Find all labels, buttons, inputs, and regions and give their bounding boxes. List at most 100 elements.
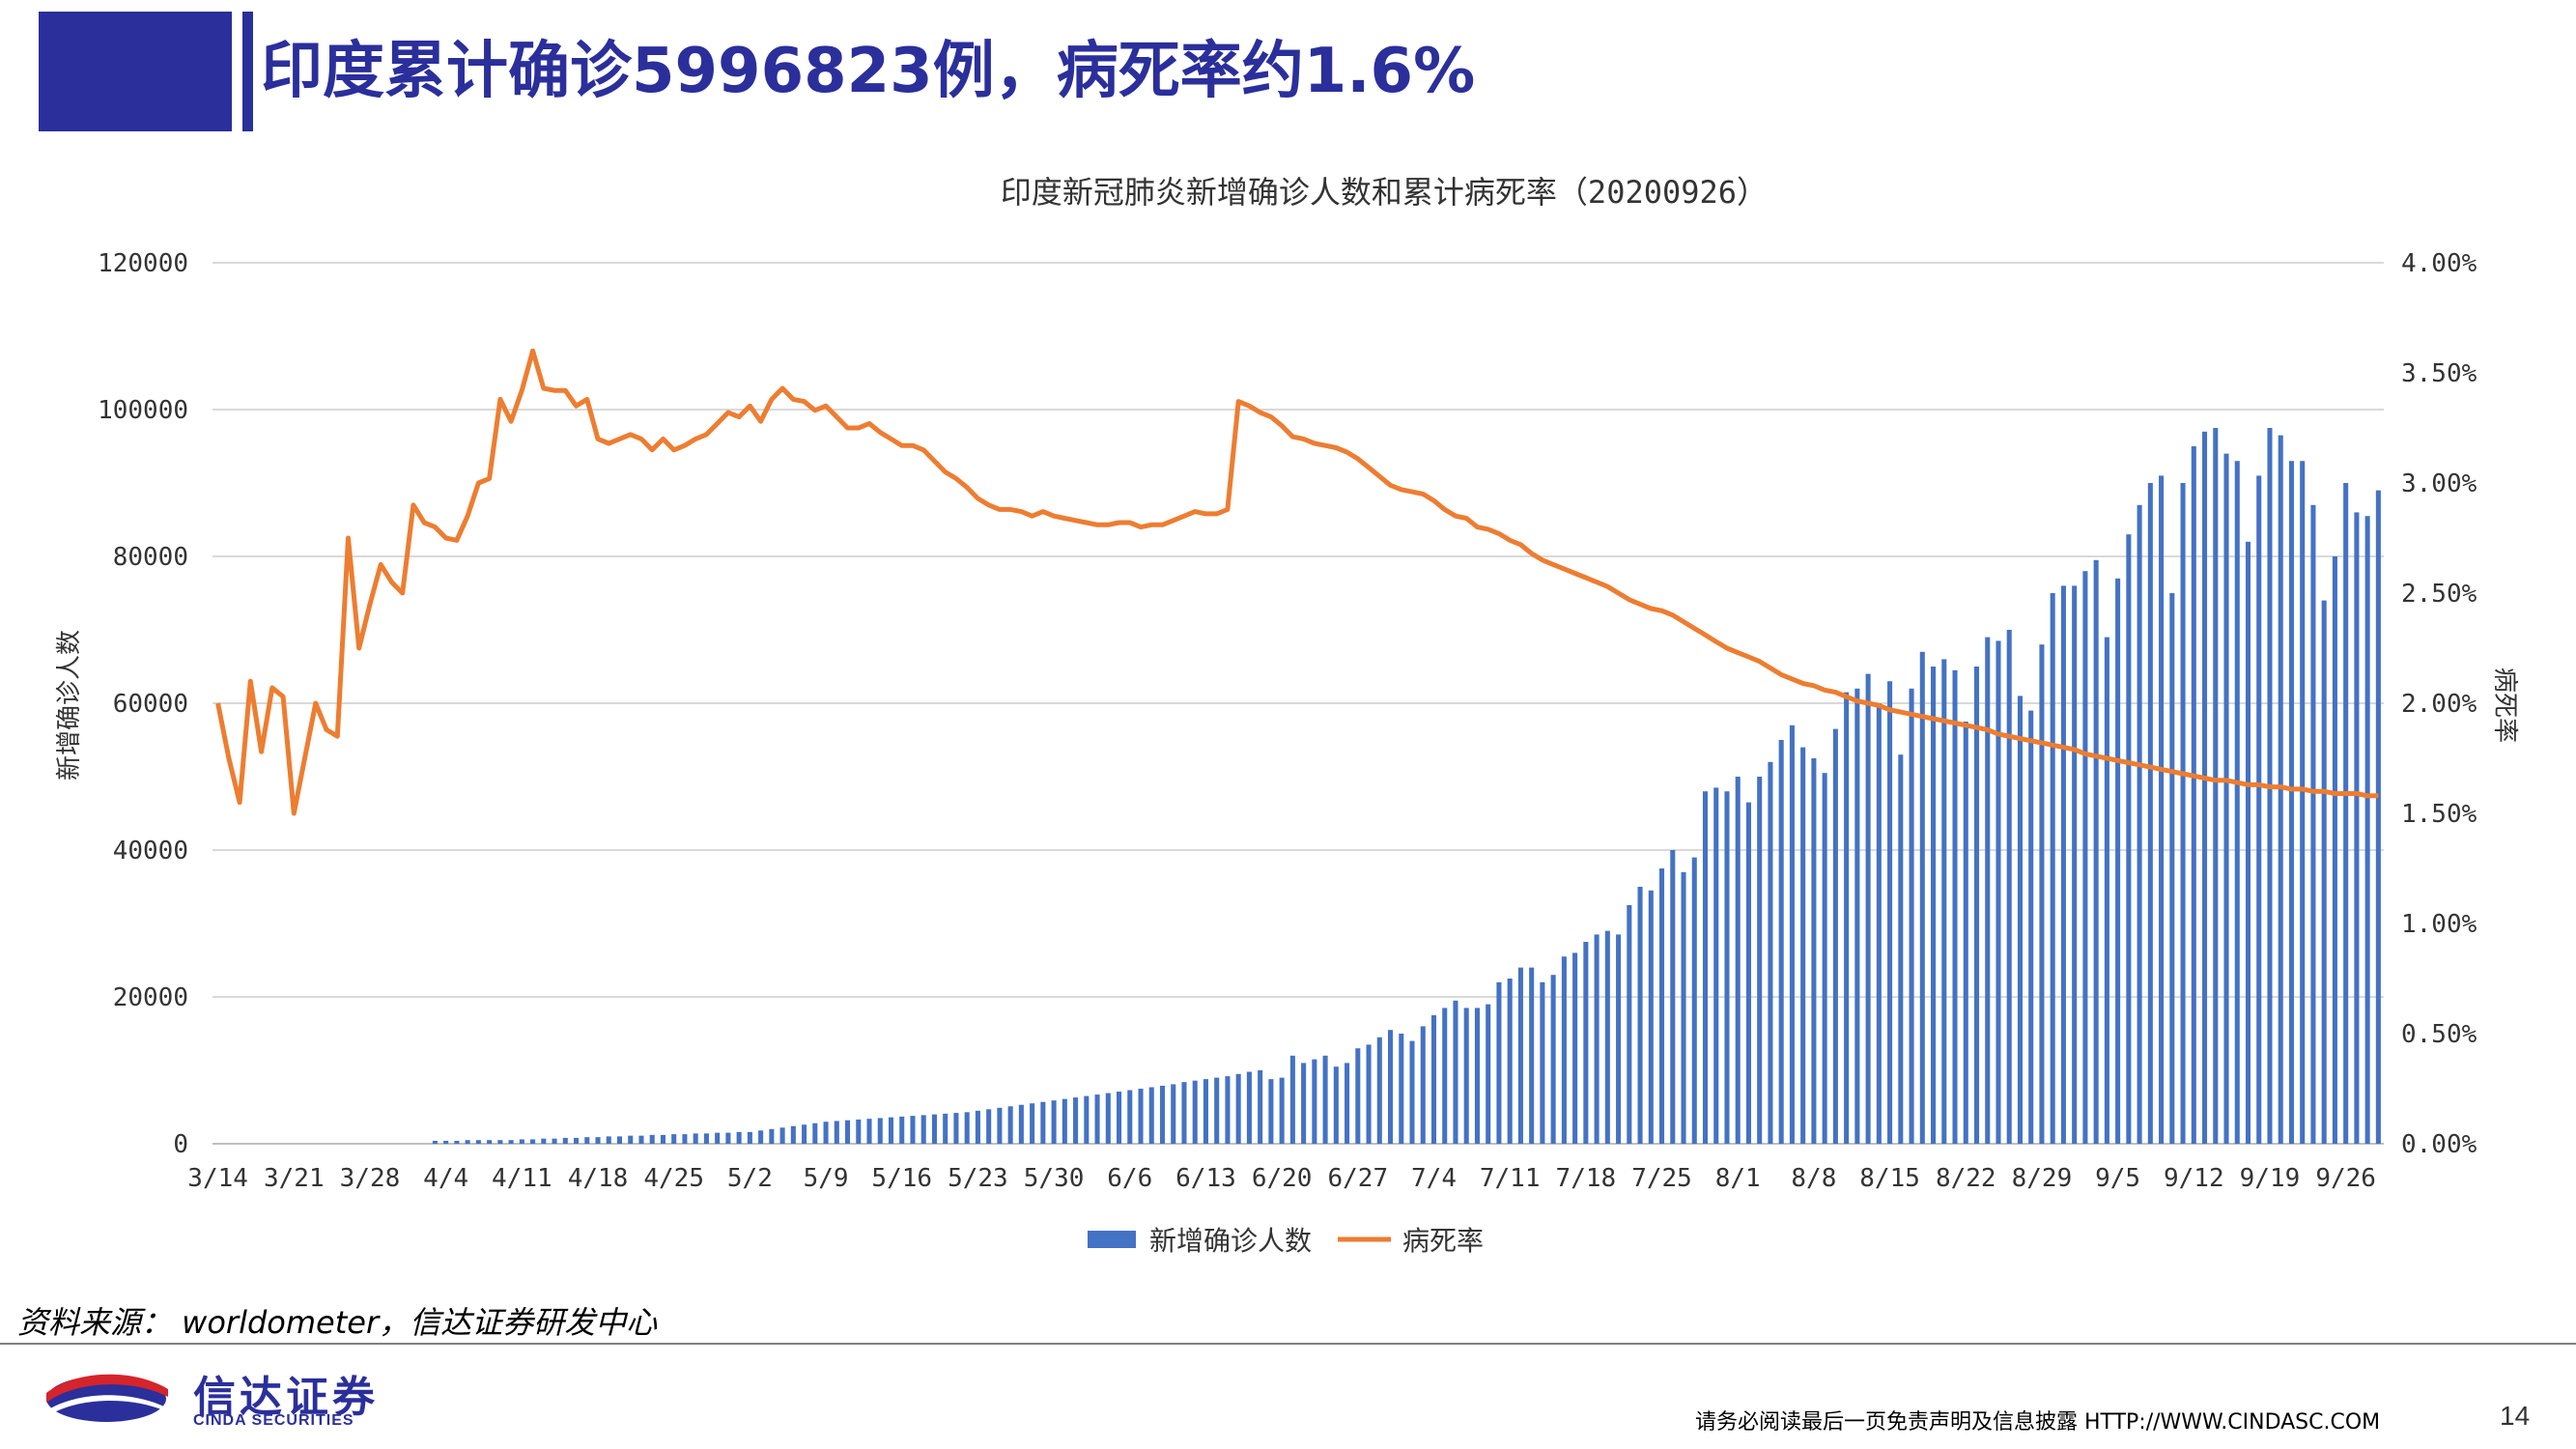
bar [715, 1132, 721, 1144]
y-tick-label: 20000 [113, 983, 188, 1012]
bar [899, 1116, 905, 1144]
bar [2364, 516, 2370, 1144]
bar [1789, 724, 1795, 1144]
death-rate-line [215, 348, 2379, 816]
bar [736, 1131, 742, 1144]
bar [606, 1136, 611, 1144]
bar [595, 1137, 601, 1144]
bar [1301, 1063, 1307, 1144]
bar [2169, 593, 2175, 1144]
bar [2245, 541, 2251, 1144]
legend-line-label: 病死率 [1402, 1225, 1484, 1257]
x-tick-label: 8/22 [1936, 1164, 1996, 1193]
bar [1192, 1080, 1198, 1144]
bar [2137, 504, 2142, 1144]
bar [616, 1136, 623, 1144]
bar [1561, 956, 1567, 1144]
bar [1724, 791, 1730, 1144]
bar [2191, 446, 2196, 1144]
left-axis-label: 新增确诊人数 [55, 630, 84, 781]
bar [986, 1109, 992, 1144]
x-tick-label: 4/4 [423, 1164, 468, 1193]
bar-series [432, 428, 2381, 1145]
bar [703, 1133, 709, 1144]
x-tick-label: 9/19 [2240, 1164, 2301, 1193]
x-axis-ticks: 3/14 3/21 3/28 4/4 4/11 4/18 4/25 5/2 5/9 5/16 5/2… [187, 1164, 2376, 1193]
bar [866, 1119, 872, 1144]
bar [856, 1119, 862, 1144]
bar [1800, 747, 1806, 1144]
bar [628, 1135, 634, 1144]
bar [1388, 1030, 1394, 1144]
bar [1898, 754, 1904, 1144]
bar [682, 1134, 688, 1144]
bar [1822, 773, 1827, 1144]
bar [2017, 696, 2023, 1144]
bar [2234, 461, 2240, 1144]
y2-tick-label: 3.50% [2401, 359, 2477, 388]
bar [2147, 483, 2153, 1144]
chart-title: 印度新冠肺炎新增确诊人数和累计病死率（20200926） [1001, 174, 1768, 211]
bar [1007, 1106, 1013, 1144]
bar [1203, 1079, 1208, 1144]
bar [1659, 868, 1665, 1144]
x-tick-label: 7/25 [1631, 1164, 1692, 1193]
bar [2288, 461, 2294, 1144]
bar [1366, 1044, 1372, 1144]
legend: 新增确诊人数 病死率 [1088, 1225, 1484, 1257]
bar [845, 1120, 851, 1144]
bar [997, 1107, 1003, 1144]
bar [552, 1138, 557, 1144]
bar [1051, 1100, 1057, 1144]
bar [1105, 1093, 1111, 1144]
bar [2321, 600, 2327, 1144]
bar [1757, 777, 1763, 1144]
y2-tick-label: 2.00% [2401, 690, 2477, 719]
bar [584, 1137, 590, 1144]
bar [465, 1140, 470, 1144]
cinda-logo-icon [46, 1374, 168, 1422]
bar [693, 1133, 698, 1144]
bar [1138, 1089, 1144, 1144]
bar [562, 1137, 568, 1144]
bar [1073, 1097, 1079, 1144]
footer-divider [0, 1343, 2576, 1345]
x-tick-label: 4/18 [568, 1164, 629, 1193]
bar [1931, 667, 1937, 1144]
bar [1648, 890, 1654, 1144]
bar [660, 1134, 665, 1144]
bar [1225, 1076, 1231, 1144]
bar [2213, 428, 2219, 1144]
bar [1246, 1071, 1252, 1144]
bar [1420, 1026, 1426, 1144]
bar [1258, 1070, 1263, 1144]
title-decor-rule [242, 12, 253, 131]
bar [2050, 593, 2055, 1144]
bar [964, 1112, 970, 1144]
bar [1583, 942, 1589, 1144]
left-axis-ticks: 0 20000 40000 60000 80000 100000 120000 [98, 249, 188, 1159]
bar [1811, 758, 1817, 1144]
bar [2256, 475, 2262, 1144]
legend-bar-label: 新增确诊人数 [1149, 1225, 1312, 1257]
bar [454, 1140, 460, 1144]
x-tick-label: 6/27 [1328, 1164, 1389, 1193]
bar [2310, 504, 2316, 1144]
bar [649, 1134, 655, 1144]
x-tick-label: 6/6 [1107, 1164, 1152, 1193]
bar [725, 1132, 731, 1144]
x-tick-label: 9/5 [2095, 1164, 2140, 1193]
bar [671, 1134, 677, 1144]
bar [975, 1110, 980, 1144]
bar [1594, 934, 1599, 1144]
x-tick-label: 9/26 [2315, 1164, 2376, 1193]
page-number: 14 [2500, 1401, 2531, 1431]
bar [1062, 1098, 1067, 1144]
bar [574, 1137, 580, 1144]
bar [2223, 453, 2229, 1145]
bar [779, 1127, 785, 1144]
bar [1496, 981, 1502, 1144]
bar [2300, 461, 2306, 1144]
bar [1909, 688, 1914, 1144]
bar [2375, 490, 2381, 1145]
